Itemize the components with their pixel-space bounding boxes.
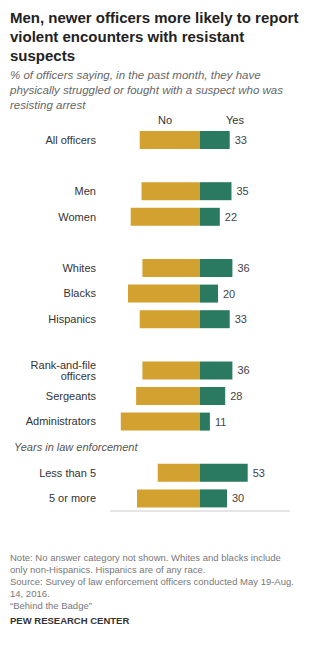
svg-text:Whites: Whites — [62, 262, 96, 274]
svg-text:22: 22 — [225, 211, 237, 223]
svg-text:30: 30 — [232, 492, 244, 504]
svg-text:Sergeants: Sergeants — [46, 390, 97, 402]
html-text:PEW RESEARCH CENTER: PEW RESEARCH CENTER — [10, 615, 130, 626]
html-text:Yes: Yes — [226, 114, 244, 126]
html-text:No: No — [158, 114, 172, 126]
svg-text:All officers: All officers — [45, 134, 96, 146]
svg-text:36: 36 — [237, 364, 249, 376]
svg-text:Administrators: Administrators — [26, 415, 97, 427]
svg-text:Years in law enforcement: Years in law enforcement — [14, 441, 138, 453]
svg-text:11: 11 — [215, 416, 226, 428]
html-text:Men, newer officers more likel: Men, newer officers more likely to repor… — [10, 9, 299, 64]
svg-text:Women: Women — [58, 211, 96, 223]
svg-text:35: 35 — [237, 185, 249, 197]
svg-text:28: 28 — [230, 390, 242, 402]
svg-text:20: 20 — [223, 288, 235, 300]
svg-text:33: 33 — [235, 134, 247, 146]
html-text:“Behind the Badge”: “Behind the Badge” — [10, 600, 92, 611]
svg-text:Blacks: Blacks — [64, 287, 97, 299]
svg-text:53: 53 — [253, 467, 265, 479]
svg-text:33: 33 — [235, 313, 247, 325]
svg-text:Less than 5: Less than 5 — [39, 467, 96, 479]
html-text:% of officers saying, in the p: % of officers saying, in the past month,… — [10, 69, 283, 111]
html-text:Note: No answer category not s: Note: No answer category not shown. Whit… — [10, 552, 281, 575]
svg-text:Men: Men — [75, 185, 96, 197]
svg-text:5 or more: 5 or more — [49, 492, 96, 504]
svg-text:Rank-and-fileofficers: Rank-and-fileofficers — [31, 359, 97, 382]
html-text:Source: Survey of law enforcem: Source: Survey of law enforcement office… — [10, 576, 294, 599]
svg-text:36: 36 — [237, 262, 249, 274]
svg-text:Hispanics: Hispanics — [48, 313, 96, 325]
